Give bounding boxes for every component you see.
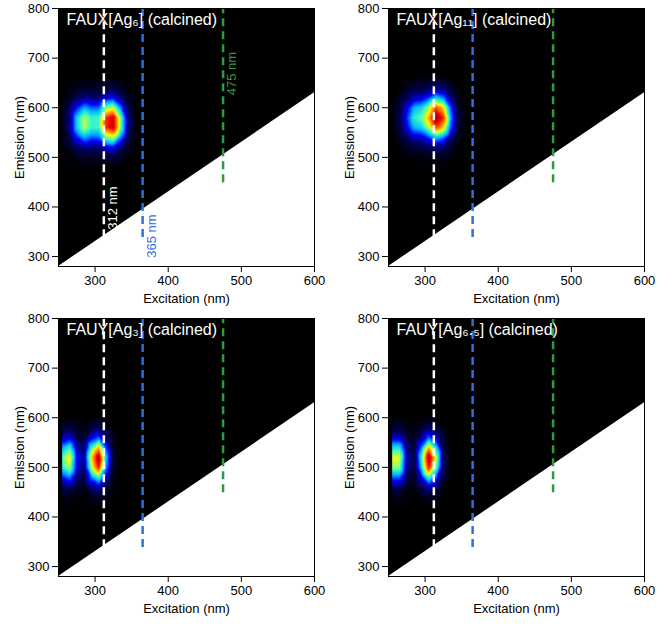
svg-text:400: 400: [358, 199, 380, 214]
svg-text:400: 400: [28, 199, 50, 214]
svg-text:Emission (nm): Emission (nm): [342, 96, 357, 179]
svg-text:500: 500: [28, 150, 50, 165]
svg-text:500: 500: [231, 583, 253, 598]
svg-text:Emission (nm): Emission (nm): [342, 406, 357, 489]
svg-text:Excitation (nm): Excitation (nm): [473, 291, 560, 306]
svg-text:300: 300: [358, 249, 380, 264]
svg-text:800: 800: [28, 311, 50, 326]
svg-text:800: 800: [358, 1, 380, 16]
svg-text:600: 600: [304, 583, 326, 598]
svg-text:300: 300: [28, 249, 50, 264]
svg-text:400: 400: [487, 583, 509, 598]
svg-text:300: 300: [84, 273, 106, 288]
svg-text:600: 600: [634, 273, 656, 288]
svg-text:600: 600: [358, 410, 380, 425]
svg-text:700: 700: [358, 360, 380, 375]
svg-text:600: 600: [28, 410, 50, 425]
svg-text:600: 600: [634, 583, 656, 598]
svg-text:300: 300: [28, 559, 50, 574]
svg-text:365 nm: 365 nm: [144, 214, 159, 257]
svg-text:400: 400: [358, 509, 380, 524]
svg-text:700: 700: [358, 50, 380, 65]
svg-text:Emission (nm): Emission (nm): [12, 96, 27, 179]
svg-text:FAUY[Ag₃] (calcined): FAUY[Ag₃] (calcined): [67, 321, 218, 338]
svg-text:500: 500: [231, 273, 253, 288]
svg-text:600: 600: [28, 100, 50, 115]
svg-text:FAUX[Ag₁₁] (calcined): FAUX[Ag₁₁] (calcined): [397, 11, 552, 28]
svg-text:Emission (nm): Emission (nm): [12, 406, 27, 489]
svg-text:400: 400: [157, 583, 179, 598]
svg-text:300: 300: [414, 273, 436, 288]
svg-text:800: 800: [28, 1, 50, 16]
svg-text:Excitation (nm): Excitation (nm): [143, 601, 230, 616]
svg-text:600: 600: [304, 273, 326, 288]
svg-text:FAUX[Ag₆] (calcined): FAUX[Ag₆] (calcined): [67, 11, 218, 28]
svg-text:400: 400: [487, 273, 509, 288]
svg-text:600: 600: [358, 100, 380, 115]
svg-text:Excitation (nm): Excitation (nm): [143, 291, 230, 306]
svg-text:400: 400: [157, 273, 179, 288]
svg-text:Excitation (nm): Excitation (nm): [473, 601, 560, 616]
svg-text:FAUY[Ag₆.₅] (calcined): FAUY[Ag₆.₅] (calcined): [397, 321, 558, 338]
svg-text:700: 700: [28, 50, 50, 65]
svg-text:300: 300: [414, 583, 436, 598]
svg-text:500: 500: [561, 583, 583, 598]
svg-text:700: 700: [28, 360, 50, 375]
svg-text:800: 800: [358, 311, 380, 326]
svg-text:300: 300: [84, 583, 106, 598]
svg-text:500: 500: [358, 150, 380, 165]
svg-text:300: 300: [358, 559, 380, 574]
svg-text:500: 500: [561, 273, 583, 288]
svg-text:400: 400: [28, 509, 50, 524]
svg-text:312 nm: 312 nm: [105, 186, 120, 229]
svg-text:500: 500: [358, 460, 380, 475]
svg-text:500: 500: [28, 460, 50, 475]
svg-text:475 nm: 475 nm: [224, 52, 239, 95]
